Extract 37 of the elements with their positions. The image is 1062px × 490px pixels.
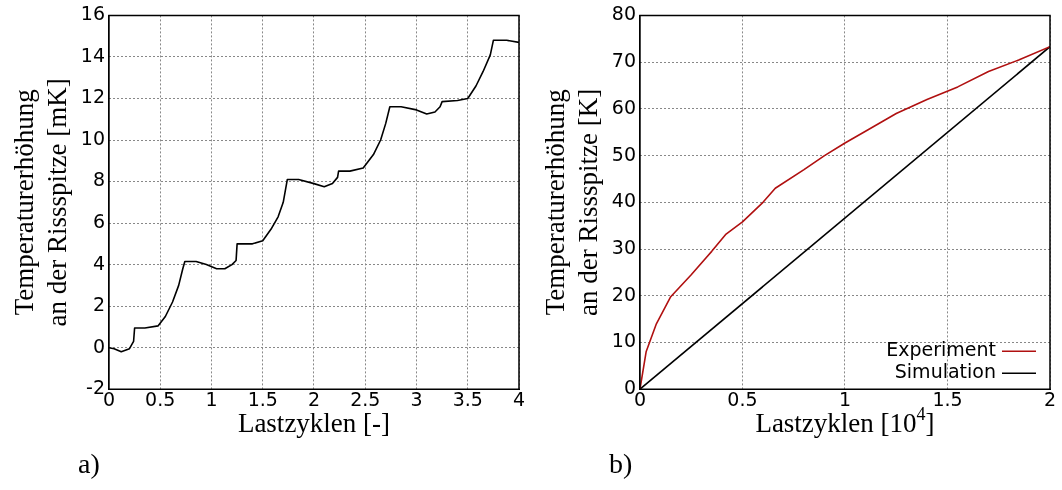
x-tick-label: 0.5	[145, 387, 176, 410]
y-tick-label: 20	[611, 282, 636, 305]
y-tick-label: 50	[611, 142, 636, 165]
y-tick-label: 6	[92, 210, 105, 232]
x-tick-label: 2	[1043, 387, 1057, 410]
x-tick-label: 4	[512, 387, 526, 410]
y-tick-label: 16	[80, 2, 105, 25]
y-tick-label: 14	[80, 43, 105, 66]
y-tick-label: -2	[86, 376, 105, 399]
x-tick-label: 0.5	[727, 387, 758, 410]
x-tick-label: 1	[205, 387, 218, 410]
y-axis-title: Temperaturerhöhung an der Rissspitze [mK]	[9, 78, 72, 327]
y-tick-label: 60	[611, 95, 636, 118]
y-tick-label: 12	[80, 85, 105, 108]
x-axis-title: Lastzyklen [-]	[237, 408, 391, 439]
y-tick-label: 10	[611, 329, 636, 352]
x-tick-label: 2.5	[350, 387, 381, 410]
x-tick-label: 1.5	[932, 387, 963, 410]
y-tick-label: 10	[80, 126, 105, 149]
x-tick-label: 3	[410, 387, 423, 410]
y-tick-label: 40	[611, 189, 636, 212]
text: b)	[609, 448, 633, 480]
y-tick-label: 8	[92, 168, 105, 191]
x-tick-label: 1	[838, 387, 852, 410]
x-tick-label: 2	[307, 387, 321, 410]
y-tick-label: 0	[92, 334, 105, 357]
x-tick-label: 3.5	[452, 387, 483, 410]
legend-label: Simulation	[894, 360, 996, 383]
y-tick-label: 80	[611, 2, 636, 25]
y-tick-label: 30	[611, 235, 636, 258]
y-tick-label: 2	[92, 293, 105, 316]
legend-label: Experiment	[886, 338, 996, 361]
y-axis-title: Temperaturerhöhung an der Rissspitze [K]	[540, 88, 603, 316]
y-tick-label: 4	[92, 251, 105, 274]
y-tick-label: 70	[611, 49, 636, 72]
text: a)	[78, 448, 100, 480]
x-tick-label: 1.5	[247, 387, 278, 410]
